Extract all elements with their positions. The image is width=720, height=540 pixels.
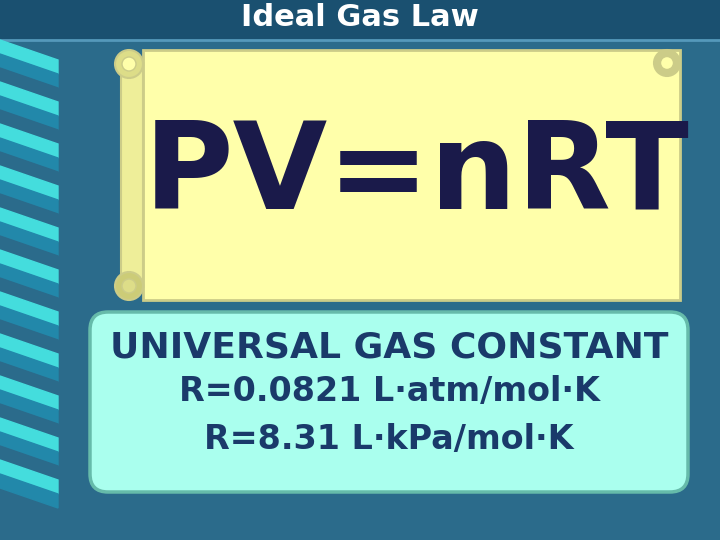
Polygon shape — [0, 390, 58, 424]
Bar — [0, 0, 720, 40]
Polygon shape — [0, 292, 58, 326]
Ellipse shape — [115, 272, 143, 300]
Polygon shape — [0, 82, 58, 116]
Ellipse shape — [654, 50, 680, 76]
Polygon shape — [0, 138, 58, 172]
Polygon shape — [0, 376, 58, 410]
Polygon shape — [0, 194, 58, 228]
Bar — [121, 64, 143, 286]
Polygon shape — [0, 306, 58, 340]
Polygon shape — [0, 362, 58, 396]
Polygon shape — [0, 320, 58, 354]
Ellipse shape — [122, 279, 136, 293]
Ellipse shape — [115, 50, 143, 78]
Polygon shape — [0, 124, 58, 158]
Polygon shape — [0, 236, 58, 270]
Polygon shape — [0, 474, 58, 508]
Polygon shape — [0, 68, 58, 102]
Polygon shape — [0, 404, 58, 438]
Polygon shape — [0, 278, 58, 312]
Text: PV=nRT: PV=nRT — [143, 117, 689, 233]
Polygon shape — [0, 446, 58, 480]
Polygon shape — [0, 152, 58, 186]
Polygon shape — [0, 222, 58, 256]
Ellipse shape — [660, 57, 673, 70]
Polygon shape — [0, 96, 58, 130]
Polygon shape — [0, 166, 58, 200]
Bar — [143, 50, 680, 300]
Text: R=8.31 L·kPa/mol·K: R=8.31 L·kPa/mol·K — [204, 423, 574, 456]
Polygon shape — [0, 348, 58, 382]
Polygon shape — [0, 54, 58, 88]
Text: Ideal Gas Law: Ideal Gas Law — [241, 3, 479, 32]
Polygon shape — [0, 418, 58, 452]
Polygon shape — [0, 264, 58, 298]
Text: UNIVERSAL GAS CONSTANT: UNIVERSAL GAS CONSTANT — [109, 330, 668, 364]
Polygon shape — [0, 432, 58, 466]
Polygon shape — [0, 460, 58, 494]
Text: R=0.0821 L·atm/mol·K: R=0.0821 L·atm/mol·K — [179, 375, 600, 408]
Polygon shape — [0, 110, 58, 144]
Polygon shape — [0, 180, 58, 214]
Polygon shape — [0, 334, 58, 368]
Polygon shape — [0, 40, 58, 74]
Ellipse shape — [122, 57, 136, 71]
Polygon shape — [0, 208, 58, 242]
FancyBboxPatch shape — [90, 312, 688, 492]
Polygon shape — [0, 250, 58, 284]
